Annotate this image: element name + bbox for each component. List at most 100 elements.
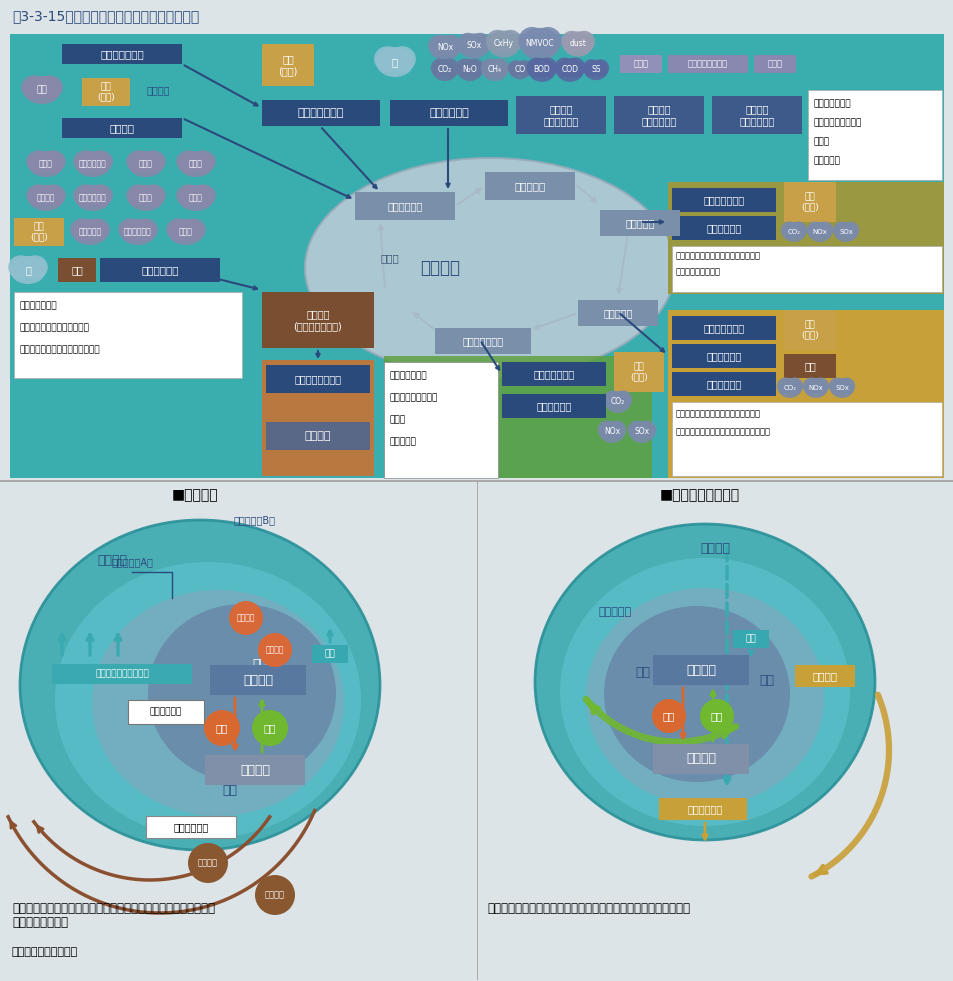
Ellipse shape	[519, 27, 559, 60]
Ellipse shape	[778, 378, 801, 398]
Ellipse shape	[507, 60, 523, 77]
Ellipse shape	[440, 34, 461, 56]
Text: 商品: 商品	[263, 723, 276, 733]
Bar	[355, 192, 455, 220]
Text: 地球環境: 地球環境	[97, 553, 127, 566]
Ellipse shape	[71, 219, 95, 240]
Bar	[671, 246, 941, 292]
Ellipse shape	[627, 421, 645, 439]
Ellipse shape	[832, 222, 849, 238]
Ellipse shape	[790, 222, 806, 238]
Ellipse shape	[559, 558, 849, 826]
Ellipse shape	[118, 219, 143, 240]
Bar	[10, 34, 943, 478]
Text: 原材料の調達: 原材料の調達	[387, 201, 422, 211]
Ellipse shape	[604, 391, 630, 413]
Ellipse shape	[21, 76, 48, 99]
Ellipse shape	[841, 222, 859, 238]
Text: ・生息地の喪失: ・生息地の喪失	[390, 372, 427, 381]
Ellipse shape	[126, 184, 152, 206]
Ellipse shape	[487, 30, 520, 58]
Ellipse shape	[598, 421, 624, 443]
Bar	[671, 344, 775, 368]
Bar	[671, 372, 775, 396]
Ellipse shape	[20, 520, 379, 850]
Ellipse shape	[41, 184, 66, 206]
Text: 土地利用
(工場建設・植栽): 土地利用 (工場建設・植栽)	[294, 309, 342, 331]
Ellipse shape	[430, 59, 449, 77]
Text: COD: COD	[561, 66, 578, 75]
Circle shape	[651, 699, 685, 733]
Ellipse shape	[26, 150, 51, 173]
Ellipse shape	[23, 255, 48, 280]
Text: エネルギー資源: エネルギー資源	[100, 49, 144, 59]
Bar	[667, 182, 943, 294]
Text: 環境負荷: 環境負荷	[265, 891, 285, 900]
Ellipse shape	[498, 29, 521, 53]
Text: ・汚染: ・汚染	[813, 137, 829, 146]
Ellipse shape	[88, 184, 112, 206]
Ellipse shape	[592, 59, 609, 77]
Text: ■現在の姿: ■現在の姿	[172, 488, 218, 502]
Bar	[266, 365, 370, 393]
Text: 生産活動: 生産活動	[243, 674, 273, 687]
Text: ダメージ増加: ダメージ増加	[173, 822, 209, 832]
Text: 天然ガス: 天然ガス	[146, 85, 170, 95]
Text: 鉄鉱石: 鉄鉱石	[39, 160, 52, 169]
Bar	[262, 292, 374, 348]
Bar	[659, 798, 746, 820]
Circle shape	[700, 699, 733, 733]
Text: 資源: 資源	[324, 649, 335, 658]
Text: ・気候変動: ・気候変動	[813, 157, 840, 166]
Ellipse shape	[573, 30, 595, 52]
Bar	[435, 328, 531, 354]
Ellipse shape	[176, 150, 201, 173]
Bar	[82, 78, 130, 106]
Ellipse shape	[41, 150, 66, 173]
Text: 再生可能資源: 再生可能資源	[705, 351, 740, 361]
Text: 環境負荷: 環境負荷	[198, 858, 218, 867]
Text: ストレス（A）: ストレス（A）	[112, 557, 153, 567]
Ellipse shape	[456, 32, 478, 54]
Text: 原油
(原料): 原油 (原料)	[30, 223, 48, 241]
Ellipse shape	[535, 524, 874, 840]
Ellipse shape	[88, 150, 112, 173]
Ellipse shape	[148, 604, 335, 782]
Text: ストレス（B）: ストレス（B）	[233, 515, 275, 525]
Ellipse shape	[598, 421, 616, 439]
Text: 物質の導入・除去: 物質の導入・除去	[294, 374, 341, 384]
Text: 社会: 社会	[759, 674, 774, 687]
Ellipse shape	[120, 219, 156, 245]
Ellipse shape	[582, 59, 599, 77]
Text: 経済: 経済	[635, 665, 650, 679]
Text: エネルギー資源: エネルギー資源	[297, 108, 344, 118]
Ellipse shape	[180, 219, 206, 240]
Text: CxHy: CxHy	[494, 39, 514, 48]
Ellipse shape	[176, 184, 201, 206]
Text: 化学物質排出: 化学物質排出	[705, 223, 740, 233]
Text: 輸送・販売: 輸送・販売	[624, 218, 654, 228]
Text: 銀鉱石: 銀鉱石	[189, 193, 203, 202]
Bar	[205, 755, 305, 785]
Ellipse shape	[816, 222, 832, 238]
Text: 錫鉱石: 錫鉱石	[139, 160, 152, 169]
Text: 汚泥類: 汚泥類	[767, 60, 781, 69]
Ellipse shape	[389, 46, 416, 72]
Bar	[484, 172, 575, 200]
Text: SOx: SOx	[466, 41, 481, 50]
Bar	[614, 96, 703, 134]
Text: CH₄: CH₄	[488, 66, 501, 75]
Ellipse shape	[509, 61, 531, 79]
Text: 不特定固形廃棄物: 不特定固形廃棄物	[687, 60, 727, 69]
Ellipse shape	[374, 46, 400, 72]
Bar	[128, 700, 204, 724]
Text: ボーキサイト: ボーキサイト	[79, 160, 107, 169]
Bar	[783, 182, 835, 222]
Text: 鉛鉱石: 鉛鉱石	[179, 228, 193, 236]
Ellipse shape	[603, 606, 789, 782]
Ellipse shape	[429, 35, 460, 61]
Text: ・生息地の喪失: ・生息地の喪失	[813, 99, 851, 109]
Ellipse shape	[806, 222, 822, 238]
Text: 木材: 木材	[71, 265, 83, 275]
Text: NOx: NOx	[808, 385, 822, 391]
